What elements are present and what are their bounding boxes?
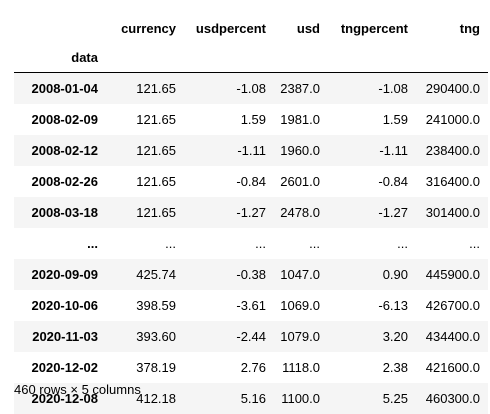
cell-tngpercent: 2.38: [328, 352, 416, 383]
cell-usdpercent: 5.16: [184, 383, 274, 414]
cell-usdpercent: -1.27: [184, 197, 274, 228]
cell-usd: 1981.0: [274, 104, 328, 135]
table-header: currency usdpercent usd tngpercent tng d…: [14, 14, 488, 73]
cell-currency: 121.65: [106, 166, 184, 197]
cell-currency: ...: [106, 228, 184, 259]
row-index-label: ...: [14, 228, 106, 259]
cell-usd: 2478.0: [274, 197, 328, 228]
cell-currency: 425.74: [106, 259, 184, 290]
cell-usd: 1079.0: [274, 321, 328, 352]
cell-tng: 426700.0: [416, 290, 488, 321]
cell-usd: 1047.0: [274, 259, 328, 290]
cell-tng: 290400.0: [416, 73, 488, 105]
row-index-label: 2008-01-04: [14, 73, 106, 105]
row-index-label: 2020-09-09: [14, 259, 106, 290]
cell-tngpercent: 5.25: [328, 383, 416, 414]
column-header-usd: usd: [274, 14, 328, 43]
row-index-label: 2020-10-06: [14, 290, 106, 321]
cell-usdpercent: -1.11: [184, 135, 274, 166]
cell-tngpercent: -6.13: [328, 290, 416, 321]
cell-usdpercent: -1.08: [184, 73, 274, 105]
cell-currency: 393.60: [106, 321, 184, 352]
cell-usd: 1960.0: [274, 135, 328, 166]
cell-tngpercent: -1.08: [328, 73, 416, 105]
row-index-label: 2008-02-26: [14, 166, 106, 197]
column-header-tngpercent: tngpercent: [328, 14, 416, 43]
cell-tng: 460300.0: [416, 383, 488, 414]
cell-currency: 398.59: [106, 290, 184, 321]
cell-currency: 121.65: [106, 197, 184, 228]
dataframe-shape-note: 460 rows × 5 columns: [14, 382, 141, 397]
ellipsis-row: ..................: [14, 228, 488, 259]
cell-usdpercent: -2.44: [184, 321, 274, 352]
column-header-usdpercent: usdpercent: [184, 14, 274, 43]
cell-tng: 445900.0: [416, 259, 488, 290]
column-header-row: currency usdpercent usd tngpercent tng: [14, 14, 488, 43]
cell-tng: 241000.0: [416, 104, 488, 135]
dataframe-output: currency usdpercent usd tngpercent tng d…: [14, 14, 488, 414]
cell-usdpercent: 1.59: [184, 104, 274, 135]
cell-tng: 316400.0: [416, 166, 488, 197]
cell-tng: 421600.0: [416, 352, 488, 383]
cell-currency: 378.19: [106, 352, 184, 383]
dataframe-table: currency usdpercent usd tngpercent tng d…: [14, 14, 488, 414]
index-name-label: data: [14, 43, 106, 73]
cell-tngpercent: -1.27: [328, 197, 416, 228]
cell-currency: 121.65: [106, 135, 184, 166]
cell-tngpercent: -0.84: [328, 166, 416, 197]
cell-usd: 1069.0: [274, 290, 328, 321]
cell-tng: 301400.0: [416, 197, 488, 228]
column-header-tng: tng: [416, 14, 488, 43]
column-header-currency: currency: [106, 14, 184, 43]
cell-usd: 1118.0: [274, 352, 328, 383]
cell-tng: 434400.0: [416, 321, 488, 352]
row-index-label: 2020-12-02: [14, 352, 106, 383]
row-index-label: 2008-02-09: [14, 104, 106, 135]
cell-tngpercent: 1.59: [328, 104, 416, 135]
cell-tngpercent: ...: [328, 228, 416, 259]
row-index-label: 2008-03-18: [14, 197, 106, 228]
cell-tngpercent: 0.90: [328, 259, 416, 290]
cell-tngpercent: 3.20: [328, 321, 416, 352]
cell-usd: 2601.0: [274, 166, 328, 197]
cell-usdpercent: -0.84: [184, 166, 274, 197]
cell-usd: 1100.0: [274, 383, 328, 414]
cell-usdpercent: -0.38: [184, 259, 274, 290]
row-index-label: 2008-02-12: [14, 135, 106, 166]
row-index-label: 2020-11-03: [14, 321, 106, 352]
cell-tng: 238400.0: [416, 135, 488, 166]
cell-tng: ...: [416, 228, 488, 259]
cell-usdpercent: -3.61: [184, 290, 274, 321]
cell-currency: 121.65: [106, 104, 184, 135]
cell-currency: 121.65: [106, 73, 184, 105]
cell-usdpercent: 2.76: [184, 352, 274, 383]
cell-usdpercent: ...: [184, 228, 274, 259]
cell-usd: ...: [274, 228, 328, 259]
index-corner-cell: [14, 14, 106, 43]
cell-usd: 2387.0: [274, 73, 328, 105]
cell-tngpercent: -1.11: [328, 135, 416, 166]
index-name-row: data: [14, 43, 488, 73]
